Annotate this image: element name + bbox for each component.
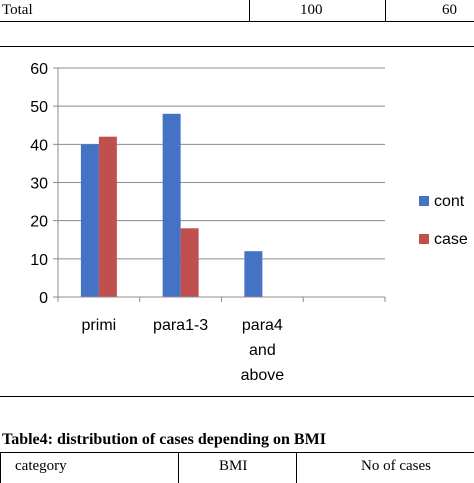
header-bmi: BMI <box>219 458 248 474</box>
x-tick-label-2-1: and <box>249 342 276 359</box>
y-tick-label-60: 60 <box>30 61 48 78</box>
bar-cont-0 <box>80 144 99 297</box>
table-caption: Table4: distribution of cases depending … <box>2 431 326 448</box>
bars <box>80 113 263 297</box>
top-table-label: Total <box>2 2 33 18</box>
bar-cont-1 <box>162 113 181 297</box>
chart-frame: 0 10 20 30 40 50 60 primi para1-3 para4 and above … <box>0 46 474 397</box>
header-cell-bmi: BMI <box>178 453 296 483</box>
axes <box>53 67 386 302</box>
bar-case-0 <box>98 136 117 297</box>
legend-swatch-cont <box>419 196 429 206</box>
y-tick-label-10: 10 <box>30 252 48 269</box>
legend-label-cont: cont <box>434 193 465 210</box>
y-tick-label-0: 0 <box>39 290 48 307</box>
y-tick-label-50: 50 <box>30 99 48 116</box>
top-table-label-cell: Total <box>0 0 250 21</box>
header-cell-category: category <box>0 453 178 483</box>
x-tick-label-2-0: para4 <box>242 317 283 334</box>
x-tick-label-0-0: primi <box>82 317 117 334</box>
x-tick-label-2-2: above <box>241 367 285 384</box>
x-tick-label-1-0: para1-3 <box>153 317 208 334</box>
top-table-value2-cell: 60 <box>386 0 474 21</box>
header-no-of-cases: No of cases <box>361 458 431 474</box>
header-cell-no-of-cases: No of cases <box>296 453 474 483</box>
y-tick-label-30: 30 <box>30 176 48 193</box>
header-category: category <box>15 458 67 474</box>
top-table-value1: 100 <box>300 2 323 18</box>
y-tick-labels: 0 10 20 30 40 50 60 <box>30 61 48 307</box>
bottom-table: category BMI No of cases <box>0 452 474 483</box>
bar-cont-2 <box>244 251 263 297</box>
top-table-value2: 60 <box>442 2 457 18</box>
bar-case-1 <box>180 228 199 297</box>
legend-label-case: case <box>434 231 468 248</box>
x-tick-labels: primi para1-3 para4 and above <box>82 317 285 384</box>
y-tick-label-20: 20 <box>30 214 48 231</box>
y-tick-label-40: 40 <box>30 137 48 154</box>
legend: cont case <box>419 193 468 248</box>
legend-swatch-case <box>419 234 429 244</box>
top-table: Total 100 60 <box>0 0 474 22</box>
top-table-value1-cell: 100 <box>250 0 386 21</box>
